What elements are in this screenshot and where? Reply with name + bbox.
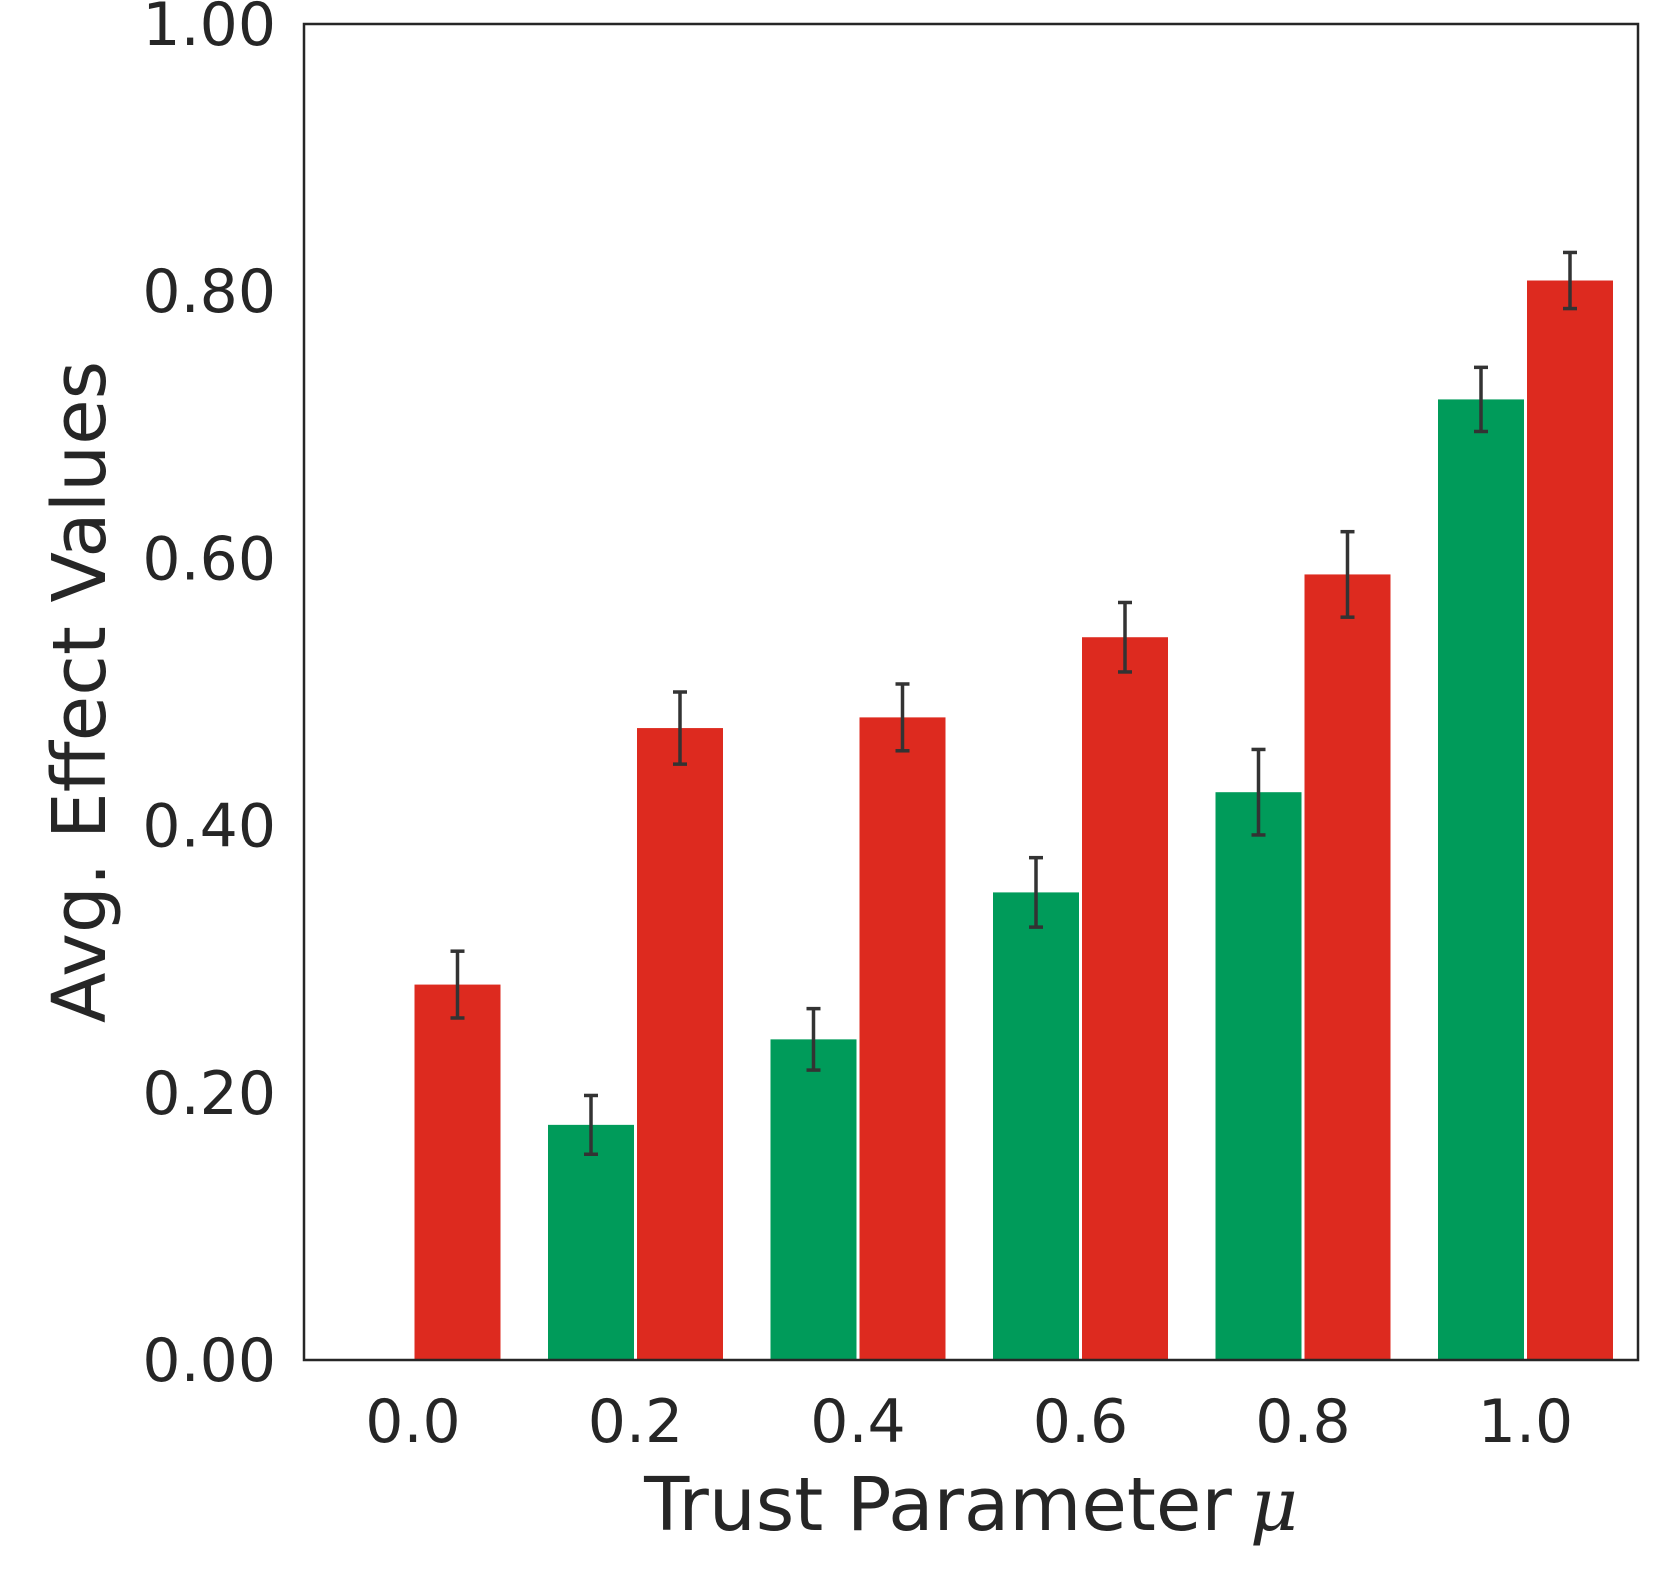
bar-series1-0.4 — [770, 1039, 857, 1360]
y-axis-title: Avg. Effect Values — [37, 361, 123, 1023]
bar-series1-0.2 — [548, 1124, 634, 1360]
error-bars-layer — [450, 250, 1577, 1157]
bar-series2-0.6 — [1082, 637, 1168, 1360]
plot-frame — [302, 22, 1640, 1362]
x-tick-label-1.0: 1.0 — [1478, 1387, 1573, 1457]
bar-series2-0.4 — [859, 717, 946, 1360]
y-tick-label-0.40: 0.40 — [142, 792, 276, 862]
bars-layer — [414, 280, 1613, 1361]
bar-series2-0.8 — [1304, 574, 1391, 1360]
bar-series1-1.0 — [1438, 399, 1524, 1360]
y-tick-label-0.60: 0.60 — [142, 524, 276, 594]
y-tick-label-0.20: 0.20 — [142, 1059, 276, 1129]
y-tick-label-0.00: 0.00 — [142, 1326, 276, 1396]
x-tick-label-0.2: 0.2 — [588, 1387, 683, 1457]
x-tick-label-0.8: 0.8 — [1255, 1387, 1350, 1457]
bar-series2-0.0 — [414, 984, 501, 1360]
bar-series2-0.2 — [637, 728, 723, 1360]
bar-series1-0.6 — [993, 892, 1079, 1360]
bar-series1-0.8 — [1215, 792, 1302, 1360]
y-tick-label-1.00: 1.00 — [142, 0, 276, 60]
x-axis-title: Trust Parameter μ — [643, 1462, 1298, 1548]
bar-series2-1.0 — [1527, 280, 1613, 1361]
x-tick-label-0.4: 0.4 — [810, 1387, 905, 1457]
x-axis-ticks: 0.0 0.2 0.4 0.6 0.8 1.0 — [365, 1387, 1573, 1457]
x-tick-label-0.0: 0.0 — [365, 1387, 460, 1457]
x-tick-label-0.6: 0.6 — [1033, 1387, 1128, 1457]
y-axis-ticks: 0.00 0.20 0.40 0.60 0.80 1.00 — [142, 0, 276, 1396]
y-tick-label-0.80: 0.80 — [142, 257, 276, 327]
